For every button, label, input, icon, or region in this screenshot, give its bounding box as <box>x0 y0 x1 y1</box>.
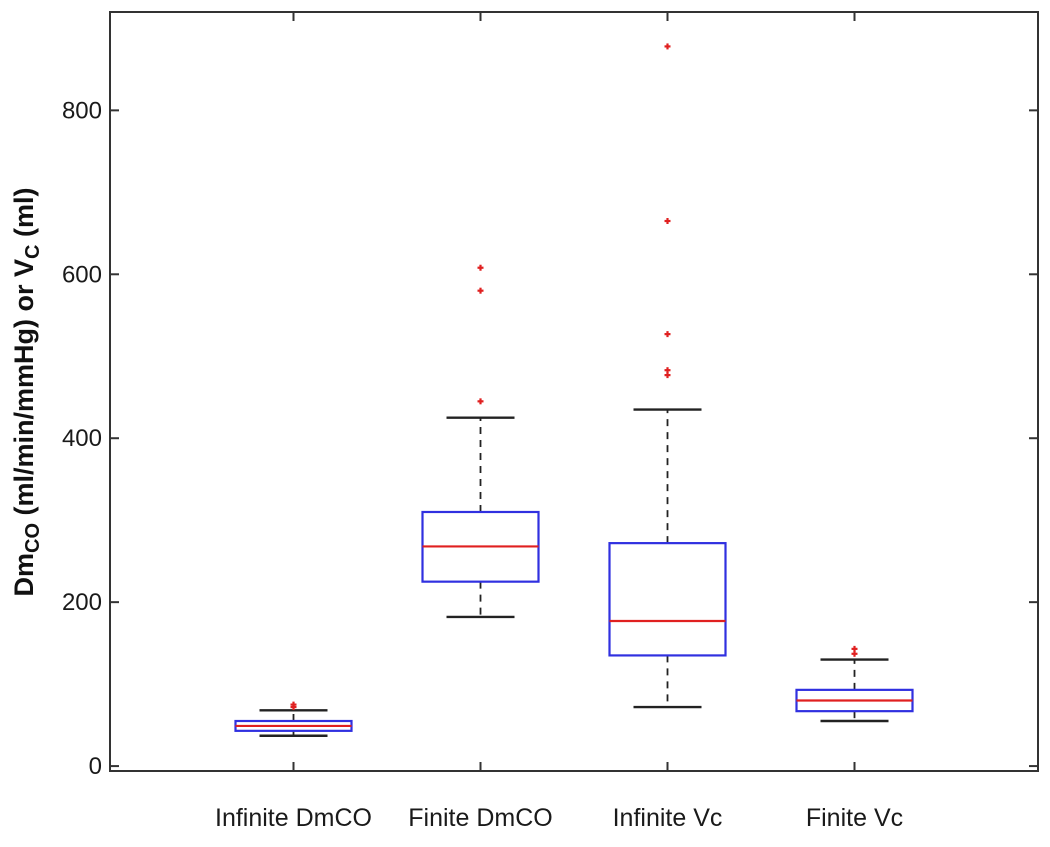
y-label-subscript: C <box>22 245 44 259</box>
x-tick-label: Finite Vc <box>806 804 903 832</box>
x-tick-label: Infinite DmCO <box>215 804 372 832</box>
y-label-part: Dm <box>9 553 39 597</box>
box-group <box>234 701 353 737</box>
y-axis: 0 200 400 600 800 <box>62 97 1038 780</box>
y-tick-label: 400 <box>62 425 102 452</box>
y-tick-label: 200 <box>62 589 102 616</box>
plot-frame <box>109 11 1039 772</box>
x-tick-label: Infinite Vc <box>613 804 723 832</box>
y-label-part: (ml) <box>9 188 39 245</box>
y-tick-label: 600 <box>62 261 102 288</box>
box-group <box>421 264 540 619</box>
boxes-layer <box>234 43 914 737</box>
y-tick-label: 800 <box>62 97 102 124</box>
y-tick-label: 0 <box>89 753 102 780</box>
box-group <box>795 645 914 723</box>
y-label-part: (ml/min/mmHg) or V <box>9 259 39 523</box>
x-axis: Infinite DmCO Finite DmCO Infinite Vc Finit… <box>215 12 903 832</box>
y-label-subscript: CO <box>22 523 44 553</box>
box-group <box>608 43 727 709</box>
x-tick-label: Finite DmCO <box>408 804 552 832</box>
y-axis-label: DmCO (ml/min/mmHg) or VC (ml) <box>9 188 44 597</box>
iqr-box <box>608 542 727 657</box>
